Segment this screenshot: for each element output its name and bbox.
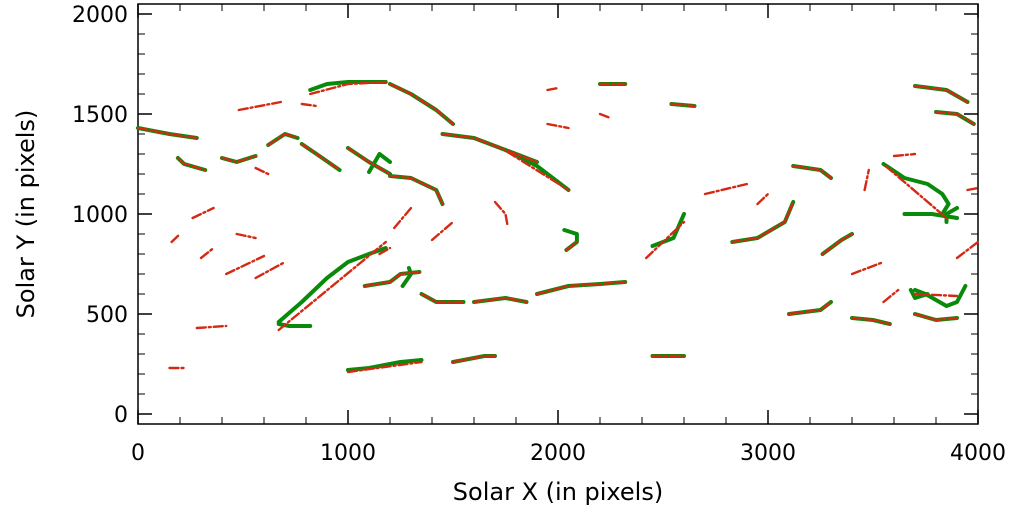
red-contour-segment — [300, 142, 341, 172]
red-contour-segment — [913, 312, 959, 322]
red-contour-segment — [176, 156, 207, 172]
green-contour-segment — [367, 152, 392, 174]
red-contour-segment — [300, 102, 318, 108]
red-contour-segment — [645, 220, 686, 260]
red-contour-segment — [430, 220, 455, 242]
red-contour-segment — [346, 360, 423, 374]
red-contour-segment — [170, 232, 182, 244]
x-tick-label: 4000 — [950, 441, 1006, 466]
red-contour-segment — [378, 246, 392, 256]
red-contour-segment — [598, 112, 612, 120]
red-contour-segment — [346, 146, 392, 176]
green-contour-segment — [650, 212, 686, 248]
x-tick-label: 0 — [131, 441, 145, 466]
red-contour-segment — [388, 82, 455, 126]
ticks-layer: 0 1000 2000 3000 4000 0 500 1000 1500 2000 — [72, 3, 1006, 466]
red-contour-segment — [955, 240, 980, 260]
plot-frame — [137, 3, 979, 425]
red-contour-segment — [254, 260, 287, 280]
red-contour-segment — [565, 240, 579, 252]
red-contour-segment — [850, 260, 885, 276]
red-contour-segment — [363, 270, 421, 288]
red-contour-segment — [966, 186, 980, 192]
red-contour-segment — [863, 168, 870, 192]
red-contour-segment — [451, 354, 497, 364]
red-contour-segment — [821, 232, 854, 256]
red-contour-segment — [393, 206, 413, 230]
red-contour-segment — [792, 164, 833, 180]
red-contour-segment — [892, 152, 917, 158]
red-contour-segment — [731, 200, 795, 244]
green-contour-segment — [346, 358, 424, 372]
red-contour-segment — [267, 132, 299, 147]
red-contour-segment — [546, 86, 560, 92]
y-tick-label: 1000 — [72, 203, 128, 228]
red-contour-segment — [493, 200, 509, 228]
red-contour-segment — [670, 102, 696, 108]
x-tick-label: 2000 — [530, 441, 586, 466]
red-contour-segment — [420, 292, 465, 304]
y-tick-label: 2000 — [72, 3, 128, 28]
red-contour-segment — [913, 84, 969, 104]
red-contour-segment — [195, 324, 228, 330]
y-tick-label: 0 — [114, 403, 128, 428]
red-contour-segment — [254, 166, 270, 176]
y-axis-title: Solar Y (in pixels) — [12, 110, 40, 319]
red-contour-segment — [277, 240, 387, 332]
red-contour-segment — [535, 280, 627, 296]
red-contour-segment — [136, 126, 199, 140]
red-contour-segment — [235, 232, 257, 240]
red-contour-segment — [191, 206, 215, 220]
x-tick-label: 1000 — [320, 441, 376, 466]
red-contour-segment — [934, 110, 975, 126]
x-axis-title: Solar X (in pixels) — [453, 478, 663, 506]
red-contour-segment — [237, 100, 282, 112]
red-contour-segment — [506, 150, 570, 192]
red-contour-segment — [703, 182, 749, 196]
red-contour-segment — [472, 296, 528, 304]
green-contour-segment — [400, 266, 413, 288]
green-contour-segment — [503, 148, 571, 192]
red-contour-segment — [199, 246, 215, 260]
green-contour-segment — [913, 284, 968, 308]
plot-area: 0 1000 2000 3000 4000 0 500 1000 1500 2000 — [72, 3, 1006, 466]
red-contour-segment — [787, 300, 833, 316]
red-contour-segment — [850, 316, 891, 326]
red-contour-segment — [882, 288, 900, 304]
segments-layer — [136, 80, 980, 374]
red-contour-segment — [220, 154, 257, 164]
red-contour-segment — [388, 174, 444, 206]
y-tick-label: 500 — [86, 303, 128, 328]
y-tick-label: 1500 — [72, 103, 128, 128]
red-contour-segment — [309, 80, 387, 96]
x-tick-label: 3000 — [740, 441, 796, 466]
green-contour-segment — [881, 162, 951, 216]
green-contour-segment — [902, 212, 959, 220]
red-contour-segment — [913, 292, 959, 298]
green-contour-segment — [276, 322, 313, 328]
red-contour-segment — [884, 164, 948, 220]
red-contour-segment — [224, 254, 266, 276]
red-contour-segment — [441, 132, 539, 164]
red-contour-segment — [546, 122, 570, 130]
green-contour-segment — [944, 206, 959, 224]
red-contour-segment — [756, 192, 770, 206]
